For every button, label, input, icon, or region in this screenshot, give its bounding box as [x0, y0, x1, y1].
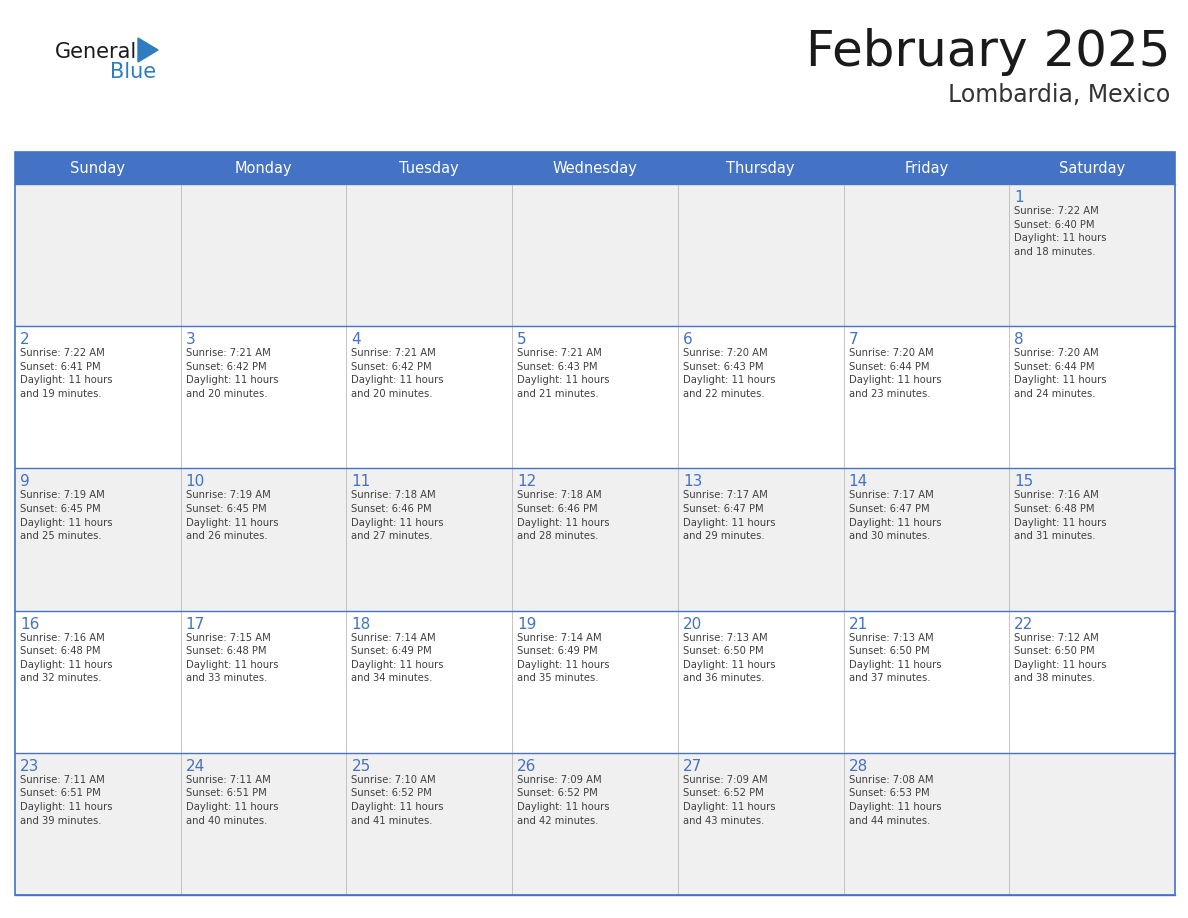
- Text: Sunrise: 7:18 AM
Sunset: 6:46 PM
Daylight: 11 hours
and 28 minutes.: Sunrise: 7:18 AM Sunset: 6:46 PM Dayligh…: [517, 490, 609, 542]
- Text: Tuesday: Tuesday: [399, 161, 459, 175]
- Text: Sunrise: 7:16 AM
Sunset: 6:48 PM
Daylight: 11 hours
and 31 minutes.: Sunrise: 7:16 AM Sunset: 6:48 PM Dayligh…: [1015, 490, 1107, 542]
- Bar: [15, 152, 1175, 895]
- Text: Sunday: Sunday: [70, 161, 126, 175]
- Text: Sunrise: 7:18 AM
Sunset: 6:46 PM
Daylight: 11 hours
and 27 minutes.: Sunrise: 7:18 AM Sunset: 6:46 PM Dayligh…: [352, 490, 444, 542]
- Text: 22: 22: [1015, 617, 1034, 632]
- Text: Sunrise: 7:15 AM
Sunset: 6:48 PM
Daylight: 11 hours
and 33 minutes.: Sunrise: 7:15 AM Sunset: 6:48 PM Dayligh…: [185, 633, 278, 683]
- Text: 9: 9: [20, 475, 30, 489]
- Text: 28: 28: [848, 759, 867, 774]
- Text: Sunrise: 7:17 AM
Sunset: 6:47 PM
Daylight: 11 hours
and 30 minutes.: Sunrise: 7:17 AM Sunset: 6:47 PM Dayligh…: [848, 490, 941, 542]
- Text: 2: 2: [20, 332, 30, 347]
- Text: 26: 26: [517, 759, 537, 774]
- Text: Sunrise: 7:14 AM
Sunset: 6:49 PM
Daylight: 11 hours
and 35 minutes.: Sunrise: 7:14 AM Sunset: 6:49 PM Dayligh…: [517, 633, 609, 683]
- Text: 20: 20: [683, 617, 702, 632]
- Text: 12: 12: [517, 475, 537, 489]
- Text: Sunrise: 7:22 AM
Sunset: 6:40 PM
Daylight: 11 hours
and 18 minutes.: Sunrise: 7:22 AM Sunset: 6:40 PM Dayligh…: [1015, 206, 1107, 257]
- Text: Sunrise: 7:19 AM
Sunset: 6:45 PM
Daylight: 11 hours
and 26 minutes.: Sunrise: 7:19 AM Sunset: 6:45 PM Dayligh…: [185, 490, 278, 542]
- Text: 7: 7: [848, 332, 858, 347]
- Text: Sunrise: 7:16 AM
Sunset: 6:48 PM
Daylight: 11 hours
and 32 minutes.: Sunrise: 7:16 AM Sunset: 6:48 PM Dayligh…: [20, 633, 113, 683]
- Text: 17: 17: [185, 617, 206, 632]
- Text: Sunrise: 7:17 AM
Sunset: 6:47 PM
Daylight: 11 hours
and 29 minutes.: Sunrise: 7:17 AM Sunset: 6:47 PM Dayligh…: [683, 490, 776, 542]
- Polygon shape: [138, 38, 158, 62]
- Text: Sunrise: 7:20 AM
Sunset: 6:43 PM
Daylight: 11 hours
and 22 minutes.: Sunrise: 7:20 AM Sunset: 6:43 PM Dayligh…: [683, 348, 776, 399]
- Bar: [15, 610, 1175, 753]
- Text: 3: 3: [185, 332, 196, 347]
- Text: Wednesday: Wednesday: [552, 161, 638, 175]
- Text: Sunrise: 7:21 AM
Sunset: 6:43 PM
Daylight: 11 hours
and 21 minutes.: Sunrise: 7:21 AM Sunset: 6:43 PM Dayligh…: [517, 348, 609, 399]
- Text: February 2025: February 2025: [805, 28, 1170, 76]
- Text: Sunrise: 7:20 AM
Sunset: 6:44 PM
Daylight: 11 hours
and 23 minutes.: Sunrise: 7:20 AM Sunset: 6:44 PM Dayligh…: [848, 348, 941, 399]
- Text: Sunrise: 7:21 AM
Sunset: 6:42 PM
Daylight: 11 hours
and 20 minutes.: Sunrise: 7:21 AM Sunset: 6:42 PM Dayligh…: [352, 348, 444, 399]
- Text: 24: 24: [185, 759, 206, 774]
- Text: Sunrise: 7:22 AM
Sunset: 6:41 PM
Daylight: 11 hours
and 19 minutes.: Sunrise: 7:22 AM Sunset: 6:41 PM Dayligh…: [20, 348, 113, 399]
- Text: 10: 10: [185, 475, 206, 489]
- Text: 23: 23: [20, 759, 39, 774]
- Text: Sunrise: 7:13 AM
Sunset: 6:50 PM
Daylight: 11 hours
and 36 minutes.: Sunrise: 7:13 AM Sunset: 6:50 PM Dayligh…: [683, 633, 776, 683]
- Text: 27: 27: [683, 759, 702, 774]
- Text: Friday: Friday: [904, 161, 948, 175]
- Bar: [15, 468, 1175, 610]
- Text: Sunrise: 7:21 AM
Sunset: 6:42 PM
Daylight: 11 hours
and 20 minutes.: Sunrise: 7:21 AM Sunset: 6:42 PM Dayligh…: [185, 348, 278, 399]
- Bar: [15, 152, 1175, 184]
- Text: 1: 1: [1015, 190, 1024, 205]
- Text: 13: 13: [683, 475, 702, 489]
- Text: 15: 15: [1015, 475, 1034, 489]
- Text: 16: 16: [20, 617, 39, 632]
- Bar: [15, 326, 1175, 468]
- Text: 11: 11: [352, 475, 371, 489]
- Text: 4: 4: [352, 332, 361, 347]
- Text: Sunrise: 7:08 AM
Sunset: 6:53 PM
Daylight: 11 hours
and 44 minutes.: Sunrise: 7:08 AM Sunset: 6:53 PM Dayligh…: [848, 775, 941, 825]
- Text: 21: 21: [848, 617, 867, 632]
- Text: Saturday: Saturday: [1059, 161, 1125, 175]
- Text: Lombardia, Mexico: Lombardia, Mexico: [948, 83, 1170, 107]
- Text: Sunrise: 7:20 AM
Sunset: 6:44 PM
Daylight: 11 hours
and 24 minutes.: Sunrise: 7:20 AM Sunset: 6:44 PM Dayligh…: [1015, 348, 1107, 399]
- Bar: [15, 184, 1175, 326]
- Bar: [15, 753, 1175, 895]
- Text: Sunrise: 7:19 AM
Sunset: 6:45 PM
Daylight: 11 hours
and 25 minutes.: Sunrise: 7:19 AM Sunset: 6:45 PM Dayligh…: [20, 490, 113, 542]
- Text: 5: 5: [517, 332, 526, 347]
- Text: Sunrise: 7:09 AM
Sunset: 6:52 PM
Daylight: 11 hours
and 42 minutes.: Sunrise: 7:09 AM Sunset: 6:52 PM Dayligh…: [517, 775, 609, 825]
- Text: Blue: Blue: [110, 62, 156, 82]
- Text: General: General: [55, 42, 138, 62]
- Text: Sunrise: 7:11 AM
Sunset: 6:51 PM
Daylight: 11 hours
and 40 minutes.: Sunrise: 7:11 AM Sunset: 6:51 PM Dayligh…: [185, 775, 278, 825]
- Text: Sunrise: 7:11 AM
Sunset: 6:51 PM
Daylight: 11 hours
and 39 minutes.: Sunrise: 7:11 AM Sunset: 6:51 PM Dayligh…: [20, 775, 113, 825]
- Text: Monday: Monday: [235, 161, 292, 175]
- Text: 19: 19: [517, 617, 537, 632]
- Text: 25: 25: [352, 759, 371, 774]
- Text: 6: 6: [683, 332, 693, 347]
- Text: Sunrise: 7:09 AM
Sunset: 6:52 PM
Daylight: 11 hours
and 43 minutes.: Sunrise: 7:09 AM Sunset: 6:52 PM Dayligh…: [683, 775, 776, 825]
- Text: 8: 8: [1015, 332, 1024, 347]
- Text: Sunrise: 7:12 AM
Sunset: 6:50 PM
Daylight: 11 hours
and 38 minutes.: Sunrise: 7:12 AM Sunset: 6:50 PM Dayligh…: [1015, 633, 1107, 683]
- Text: 18: 18: [352, 617, 371, 632]
- Text: Sunrise: 7:13 AM
Sunset: 6:50 PM
Daylight: 11 hours
and 37 minutes.: Sunrise: 7:13 AM Sunset: 6:50 PM Dayligh…: [848, 633, 941, 683]
- Text: Thursday: Thursday: [727, 161, 795, 175]
- Text: 14: 14: [848, 475, 867, 489]
- Text: Sunrise: 7:10 AM
Sunset: 6:52 PM
Daylight: 11 hours
and 41 minutes.: Sunrise: 7:10 AM Sunset: 6:52 PM Dayligh…: [352, 775, 444, 825]
- Text: Sunrise: 7:14 AM
Sunset: 6:49 PM
Daylight: 11 hours
and 34 minutes.: Sunrise: 7:14 AM Sunset: 6:49 PM Dayligh…: [352, 633, 444, 683]
